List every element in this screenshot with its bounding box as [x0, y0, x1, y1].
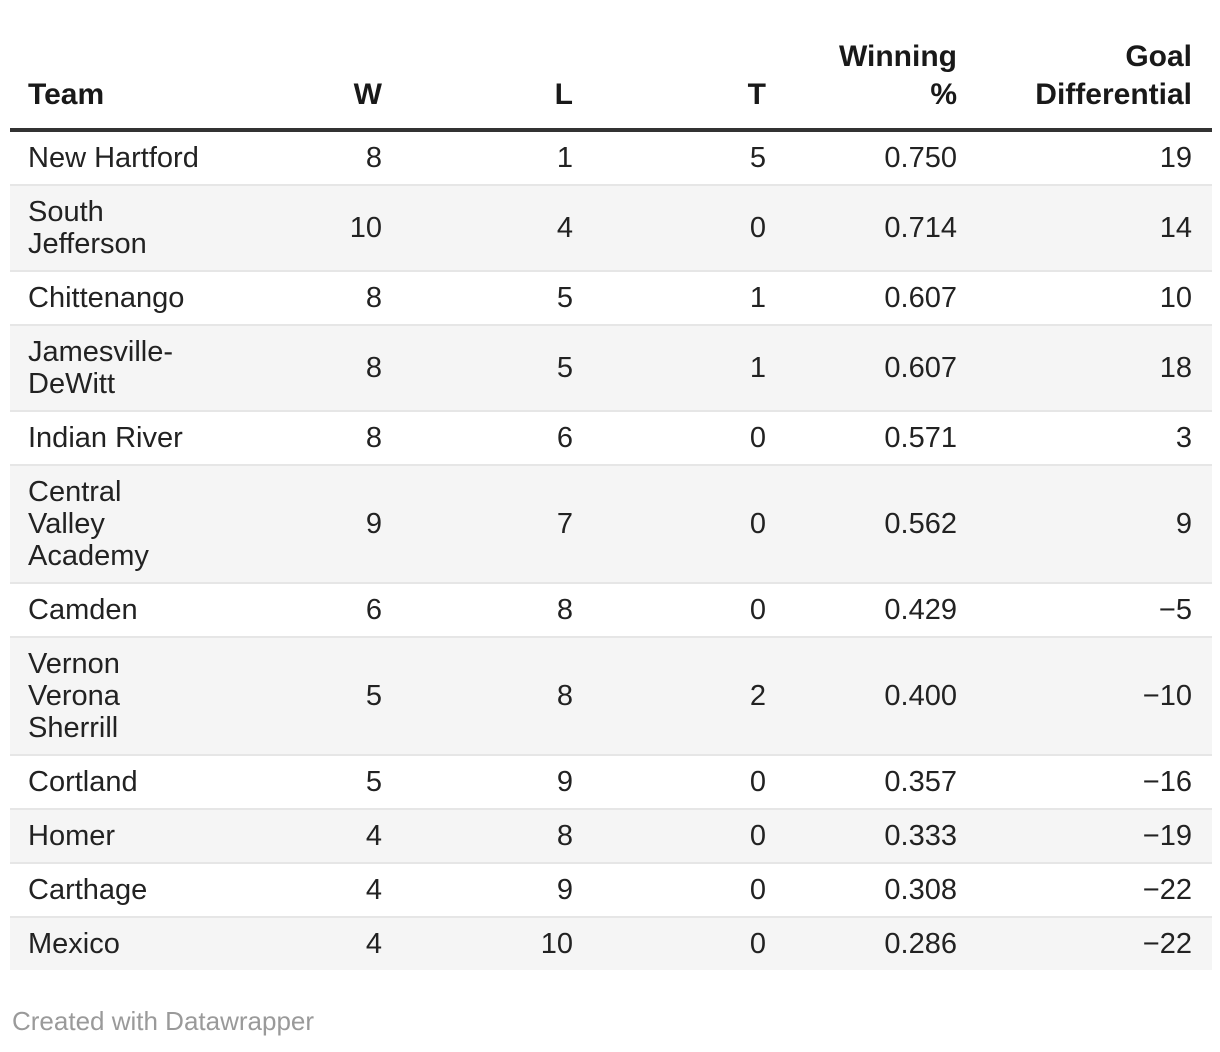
wins-cell: 5 [211, 754, 402, 809]
wins-cell: 10 [211, 184, 402, 271]
goal-diff-cell: −22 [977, 916, 1212, 970]
winning-pct-cell: 0.308 [786, 862, 977, 917]
table-row: Carthage 4 9 0 0.308 −22 [10, 862, 1212, 917]
ties-cell: 2 [593, 636, 786, 755]
table-row: Vernon Verona Sherrill 5 8 2 0.400 −10 [10, 636, 1212, 755]
col-header-team: Team [10, 38, 211, 132]
team-name-cell: Indian River [10, 410, 211, 465]
col-header-losses: L [402, 38, 593, 132]
team-name-cell: Carthage [10, 862, 211, 917]
goal-diff-cell: −19 [977, 808, 1212, 863]
ties-cell: 0 [593, 916, 786, 970]
ties-cell: 0 [593, 464, 786, 583]
ties-cell: 0 [593, 410, 786, 465]
table-row: Homer 4 8 0 0.333 −19 [10, 808, 1212, 863]
table-row: Central Valley Academy 9 7 0 0.562 9 [10, 464, 1212, 583]
losses-cell: 9 [402, 862, 593, 917]
goal-diff-cell: 18 [977, 324, 1212, 411]
team-name-cell: Mexico [10, 916, 211, 970]
losses-cell: 5 [402, 324, 593, 411]
team-name-cell: Central Valley Academy [10, 464, 211, 583]
winning-pct-cell: 0.286 [786, 916, 977, 970]
winning-pct-cell: 0.714 [786, 184, 977, 271]
ties-cell: 0 [593, 582, 786, 637]
team-name-cell: Chittenango [10, 270, 211, 325]
wins-cell: 8 [365, 142, 382, 174]
losses-cell: 8 [402, 636, 593, 755]
col-header-goal-differential: Goal Differential [977, 38, 1212, 132]
team-name-cell: Camden [10, 582, 211, 637]
losses-cell: 8 [402, 582, 593, 637]
losses-cell: 4 [402, 184, 593, 271]
losses-cell: 9 [402, 754, 593, 809]
winning-pct-cell: 0.400 [786, 636, 977, 755]
wins-cell: 4 [211, 808, 402, 863]
table-row: Chittenango 8 5 1 0.607 10 [10, 270, 1212, 325]
goal-diff-cell: −16 [977, 754, 1212, 809]
wins-cell: 8 [211, 410, 402, 465]
table-row: South Jefferson 10 4 0 0.714 14 [10, 184, 1212, 271]
table-row: Jamesville- DeWitt 8 5 1 0.607 18 [10, 324, 1212, 411]
team-name-cell: South Jefferson [10, 184, 211, 271]
losses-cell: 5 [402, 270, 593, 325]
header-row: Team W L T Winning % Goal Differential [10, 38, 1212, 132]
ties-cell: 0 [593, 754, 786, 809]
table-row: Camden 6 8 0 0.429 −5 [10, 582, 1212, 637]
ties-cell: 1 [593, 270, 786, 325]
goal-diff-cell: 9 [977, 464, 1212, 583]
losses-cell: 7 [402, 464, 593, 583]
ties-cell: 1 [593, 324, 786, 411]
team-name-cell: Vernon Verona Sherrill [10, 636, 211, 755]
goal-diff-cell: 19 [1159, 142, 1192, 174]
losses-cell: 8 [402, 808, 593, 863]
winning-pct-cell: 0.429 [786, 582, 977, 637]
team-name-cell: Jamesville- DeWitt [10, 324, 211, 411]
col-header-wins: W [211, 38, 402, 132]
wins-cell: 6 [211, 582, 402, 637]
table-row: Indian River 8 6 0 0.571 3 [10, 410, 1212, 465]
losses-cell: 1 [556, 142, 573, 174]
col-header-winning-pct: Winning % [786, 38, 977, 132]
ties-cell: 0 [593, 808, 786, 863]
wins-cell: 9 [211, 464, 402, 583]
goal-diff-cell: −10 [977, 636, 1212, 755]
ties-cell: 5 [749, 142, 766, 174]
ties-cell: 0 [593, 862, 786, 917]
goal-diff-cell: −22 [977, 862, 1212, 917]
team-name-cell: Cortland [10, 754, 211, 809]
goal-diff-cell: 10 [977, 270, 1212, 325]
goal-diff-cell: 14 [977, 184, 1212, 271]
wins-cell: 4 [211, 916, 402, 970]
table-row: Cortland 5 9 0 0.357 −16 [10, 754, 1212, 809]
winning-pct-cell: 0.562 [786, 464, 977, 583]
wins-cell: 8 [211, 270, 402, 325]
goal-diff-cell: 3 [977, 410, 1212, 465]
losses-cell: 6 [402, 410, 593, 465]
datawrapper-credit-link[interactable]: Created with Datawrapper [12, 1006, 315, 1036]
winning-pct-cell: 0.607 [786, 270, 977, 325]
winning-pct-cell: 0.571 [786, 410, 977, 465]
team-name-cell: New Hartford [28, 142, 199, 174]
winning-pct-cell: 0.607 [786, 324, 977, 411]
wins-cell: 5 [211, 636, 402, 755]
team-name-cell: Homer [10, 808, 211, 863]
wins-cell: 8 [211, 324, 402, 411]
goal-diff-cell: −5 [977, 582, 1212, 637]
table-row: New Hartford 8 1 5 0.750 19 [10, 130, 1212, 185]
table-header: Team W L T Winning % Goal Differential [10, 38, 1212, 132]
standings-table: Team W L T Winning % Goal Differential New Ha… [10, 38, 1212, 970]
winning-pct-cell: 0.333 [786, 808, 977, 863]
losses-cell: 10 [402, 916, 593, 970]
table-row: Mexico 4 10 0 0.286 −22 [10, 916, 1212, 970]
winning-pct-cell: 0.750 [884, 142, 957, 174]
winning-pct-cell: 0.357 [786, 754, 977, 809]
col-header-ties: T [593, 38, 786, 132]
ties-cell: 0 [593, 184, 786, 271]
wins-cell: 4 [211, 862, 402, 917]
table-body: New Hartford 8 1 5 0.750 19 South Jefferson 10 4… [10, 130, 1212, 970]
